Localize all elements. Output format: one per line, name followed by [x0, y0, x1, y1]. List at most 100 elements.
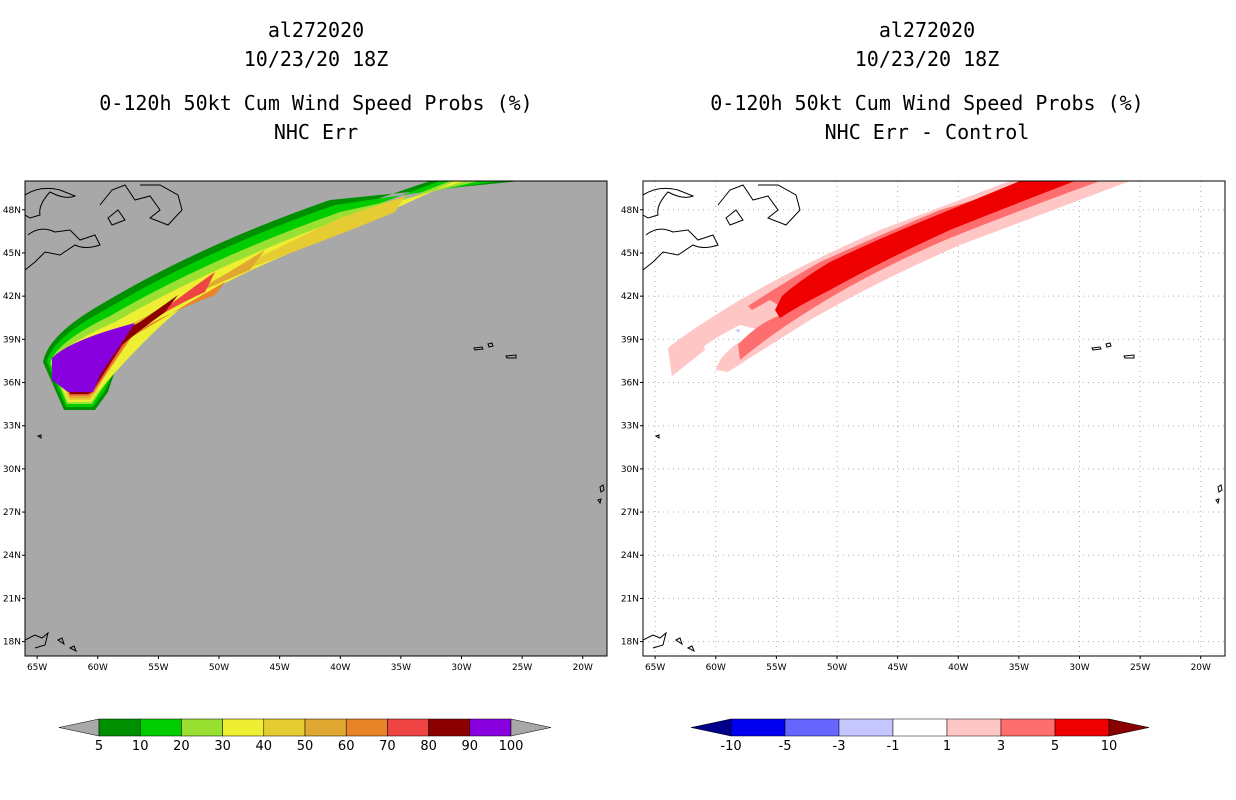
colorbar-right-arrow — [510, 718, 552, 737]
colorbar-left-arrow — [58, 718, 100, 737]
colorbar-label: 50 — [297, 739, 314, 754]
y-tick-label: 48N — [621, 206, 639, 216]
x-tick-label: 30W — [1069, 663, 1089, 673]
right-map: 65W 60W 55W 50W 45W 40W 35W 30W 25W 20W 48N 45N 42N… — [621, 180, 1226, 673]
right-difference-swath — [668, 181, 1130, 376]
colorbar-box — [181, 718, 223, 737]
colorbar-box — [428, 718, 471, 737]
colorbar-label: -1 — [887, 739, 900, 754]
colorbar-label: 10 — [1101, 739, 1118, 754]
x-tick-label: 35W — [1009, 663, 1029, 673]
colorbar-box — [139, 718, 182, 737]
y-tick-label: 45N — [3, 249, 21, 259]
y-tick-label: 42N — [621, 292, 639, 302]
colorbar-box — [1000, 718, 1056, 737]
left-title: al272020 10/23/20 18Z 0-120h 50kt Cum Wi… — [16, 16, 616, 147]
y-tick-label: 45N — [621, 249, 639, 259]
y-tick-label: 33N — [3, 422, 21, 432]
y-tick-label: 27N — [621, 508, 639, 518]
y-tick-label: 21N — [621, 594, 639, 604]
y-tick-label: 42N — [3, 292, 21, 302]
diff-level-3-5 — [738, 181, 1100, 360]
left-coastlines — [25, 184, 605, 653]
y-tick-label: 39N — [3, 335, 21, 345]
right-x-ticks: 65W 60W 55W 50W 45W 40W 35W 30W 25W 20W — [645, 656, 1211, 673]
x-tick-label: 60W — [88, 663, 108, 673]
colorbar-box — [730, 718, 786, 737]
colorbar-box — [1054, 718, 1110, 737]
colorbar-label: 100 — [499, 739, 524, 754]
x-tick-label: 55W — [766, 663, 786, 673]
y-tick-label: 39N — [621, 335, 639, 345]
colorbar-box — [263, 718, 306, 737]
x-tick-label: 25W — [1130, 663, 1150, 673]
x-tick-label: 30W — [451, 663, 471, 673]
left-y-ticks: 48N 45N 42N 39N 36N 33N 30N 27N 24N 21N 18N — [3, 206, 25, 648]
colorbar-box — [387, 718, 429, 737]
y-tick-label: 36N — [3, 379, 21, 389]
left-colorbar: 5 10 20 30 40 50 60 70 80 90 100 — [58, 718, 552, 754]
y-tick-label: 30N — [621, 465, 639, 475]
left-subtitle: NHC Err — [273, 120, 359, 144]
right-colorbar: -10 -5 -3 -1 1 3 5 10 — [690, 718, 1150, 754]
diff-level-neg-1 — [735, 329, 740, 333]
left-map-frame — [24, 180, 608, 657]
x-tick-label: 35W — [391, 663, 411, 673]
y-tick-label: 36N — [621, 379, 639, 389]
x-tick-label: 25W — [512, 663, 532, 673]
x-tick-label: 60W — [706, 663, 726, 673]
colorbar-box — [838, 718, 894, 737]
colorbar-label: 30 — [214, 739, 231, 754]
colorbar-label: -10 — [720, 739, 741, 754]
x-tick-label: 45W — [269, 663, 289, 673]
left-date: 10/23/20 18Z — [243, 47, 389, 71]
colorbar-label: 60 — [338, 739, 355, 754]
y-tick-label: 24N — [621, 551, 639, 561]
right-date: 10/23/20 18Z — [854, 47, 1000, 71]
y-tick-label: 48N — [3, 206, 21, 216]
colorbar-label: 5 — [1051, 739, 1059, 754]
x-tick-label: 20W — [1191, 663, 1211, 673]
right-map-frame — [642, 180, 1226, 657]
y-tick-label: 30N — [3, 465, 21, 475]
colorbar-box — [469, 718, 512, 737]
left-map: 65W 60W 55W 50W 45W 40W 35W 30W 25W 20W 48N 45N 42N… — [3, 180, 608, 673]
colorbar-box — [345, 718, 388, 737]
left-map-background — [25, 181, 607, 656]
right-coastlines — [643, 184, 1223, 653]
swath-level-90 — [52, 323, 135, 392]
right-product: 0-120h 50kt Cum Wind Speed Probs (%) — [710, 91, 1144, 115]
x-tick-label: 50W — [209, 663, 229, 673]
y-tick-label: 33N — [621, 422, 639, 432]
colorbar-box — [892, 718, 948, 737]
colorbar-label: 10 — [132, 739, 149, 754]
y-tick-label: 18N — [621, 638, 639, 648]
colorbar-label: -5 — [779, 739, 792, 754]
x-tick-label: 45W — [887, 663, 907, 673]
y-tick-label: 27N — [3, 508, 21, 518]
left-product: 0-120h 50kt Cum Wind Speed Probs (%) — [99, 91, 533, 115]
right-map-background — [643, 181, 1225, 656]
colorbar-label: 70 — [379, 739, 396, 754]
colorbar-label: 5 — [95, 739, 103, 754]
colorbar-box — [304, 718, 347, 737]
y-tick-label: 21N — [3, 594, 21, 604]
left-x-ticks: 65W 60W 55W 50W 45W 40W 35W 30W 25W 20W — [27, 656, 593, 673]
x-tick-label: 20W — [573, 663, 593, 673]
right-storm-id: al272020 — [878, 18, 976, 42]
right-subtitle: NHC Err - Control — [824, 120, 1030, 144]
colorbar-label: 90 — [462, 739, 479, 754]
y-tick-label: 18N — [3, 638, 21, 648]
colorbar-box — [946, 718, 1002, 737]
colorbar-label: 40 — [256, 739, 273, 754]
x-tick-label: 55W — [148, 663, 168, 673]
x-tick-label: 50W — [827, 663, 847, 673]
right-y-ticks: 48N 45N 42N 39N 36N 33N 30N 27N 24N 21N 18N — [621, 206, 643, 648]
colorbar-label: 1 — [943, 739, 951, 754]
diff-level-1-3-west — [668, 330, 705, 376]
left-storm-id: al272020 — [267, 18, 365, 42]
x-tick-label: 65W — [645, 663, 665, 673]
right-title: al272020 10/23/20 18Z 0-120h 50kt Cum Wi… — [627, 16, 1227, 147]
colorbar-label: 3 — [997, 739, 1005, 754]
